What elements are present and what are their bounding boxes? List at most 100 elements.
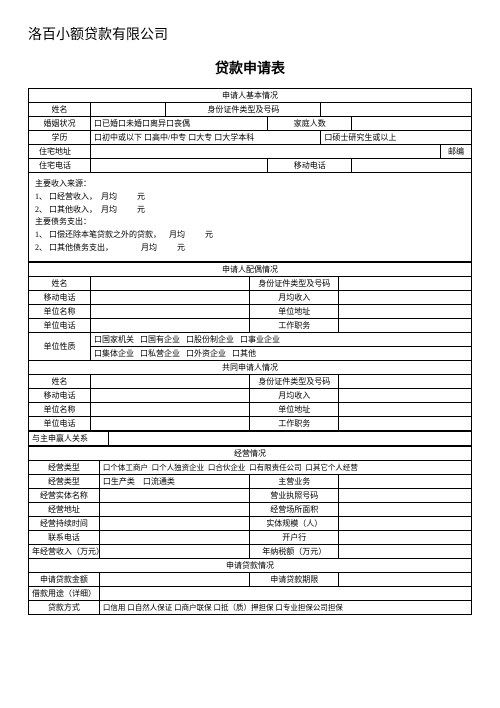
loan-val-purpose[interactable] — [99, 586, 471, 600]
income-l2: 1、 口经营收入， 月均 元 — [35, 191, 465, 204]
co-lbl-coname: 单位名称 — [29, 402, 91, 416]
sp-lbl-coaddr: 单位地址 — [250, 304, 339, 318]
lbl-mobile: 移动电话 — [268, 159, 352, 173]
val-edu1[interactable]: 口初中或以下 口高中/中专 口大专 口大学本科 — [91, 131, 321, 145]
lbl-family: 家庭人数 — [268, 117, 352, 131]
co-val-cophone[interactable] — [91, 416, 250, 430]
biz-val-type2[interactable]: 口生产类 口流通类 — [99, 474, 250, 488]
co-lbl-income: 月均收入 — [250, 388, 339, 402]
biz-val-phone[interactable] — [99, 530, 250, 544]
sp-val-job[interactable] — [339, 318, 472, 332]
section-coapplicant: 共同申请人情况 — [29, 360, 472, 374]
biz-lbl-license: 营业执照号码 — [250, 488, 339, 502]
loan-lbl-amount: 申请贷款金额 — [29, 572, 100, 586]
co-val-income[interactable] — [339, 388, 472, 402]
biz-lbl-type2: 经营类型 — [29, 474, 100, 488]
sp-val-name[interactable] — [91, 276, 250, 290]
biz-val-annualinc[interactable] — [99, 544, 250, 558]
sp-val-coname[interactable] — [91, 304, 250, 318]
biz-lbl-entity: 经营实体名称 — [29, 488, 100, 502]
biz-val-main[interactable] — [339, 474, 472, 488]
form-title: 贷款申请表 — [28, 58, 472, 78]
business-table: 经营情况 经营类型 口个体工商户 口个人独资企业 口合伙企业 口有限责任公司 口… — [28, 446, 472, 615]
applicant-basic-table: 申请人基本情况 姓名 身份证件类型及号码 婚姻状况 口已婚口未婚口离异口丧偶 家… — [28, 88, 472, 173]
sp-lbl-coname: 单位名称 — [29, 304, 91, 318]
income-l4: 主要债务支出： — [35, 216, 465, 229]
income-l6: 2、 口其他债务支出， 月均 元 — [35, 242, 465, 255]
lbl-home-addr: 住宅地址 — [29, 145, 91, 159]
biz-lbl-main: 主营业务 — [250, 474, 339, 488]
income-debt-block[interactable]: 主要收入来源： 1、 口经营收入， 月均 元 2、 口其他收入， 月均 元 主要… — [28, 173, 472, 262]
biz-val-scale[interactable] — [339, 516, 472, 530]
biz-val-type[interactable]: 口个体工商户 口个人独资企业 口合伙企业 口有限责任公司 口其它个人经营 — [99, 460, 471, 474]
sp-lbl-mobile: 移动电话 — [29, 290, 91, 304]
co-lbl-job: 工作职务 — [250, 416, 339, 430]
sp-val-coaddr[interactable] — [339, 304, 472, 318]
biz-lbl-addr: 经营地址 — [29, 502, 100, 516]
income-l5: 1、 口偿还除本笔贷款之外的贷款， 月均 元 — [35, 229, 465, 242]
sp-val-id[interactable] — [339, 276, 472, 290]
company-name: 洛百小额贷款有限公司 — [28, 24, 472, 44]
biz-lbl-bank: 开户行 — [250, 530, 339, 544]
co-val-job[interactable] — [339, 416, 472, 430]
co-val-name[interactable] — [91, 374, 250, 388]
biz-val-area[interactable] — [339, 502, 472, 516]
biz-val-bank[interactable] — [339, 530, 472, 544]
sp-val-cotype2[interactable]: 口集体企业 口私营企业 口外资企业 口其他 — [91, 346, 472, 360]
co-lbl-name: 姓名 — [29, 374, 91, 388]
biz-lbl-annualtax: 年纳税额（万元） — [250, 544, 339, 558]
co-lbl-coaddr: 单位地址 — [250, 402, 339, 416]
val-edu2[interactable]: 口硕士研究生或以上 — [321, 131, 472, 145]
biz-lbl-annualinc: 年经营收入（万元） — [29, 544, 100, 558]
biz-lbl-scale: 实体规模（人） — [250, 516, 339, 530]
section-spouse: 申请人配偶情况 — [29, 262, 472, 276]
sp-lbl-job: 工作职务 — [250, 318, 339, 332]
val-name[interactable] — [91, 103, 166, 117]
biz-val-license[interactable] — [339, 488, 472, 502]
co-lbl-mobile: 移动电话 — [29, 388, 91, 402]
val-home-addr[interactable] — [91, 145, 441, 159]
biz-val-annualtax[interactable] — [339, 544, 472, 558]
sp-lbl-id: 身份证件类型及号码 — [250, 276, 339, 290]
sp-lbl-cotype: 单位性质 — [29, 332, 91, 360]
biz-val-addr[interactable] — [99, 502, 250, 516]
sp-lbl-name: 姓名 — [29, 276, 91, 290]
co-val-coaddr[interactable] — [339, 402, 472, 416]
income-l1: 主要收入来源： — [35, 178, 465, 191]
loan-lbl-method: 贷款方式 — [29, 600, 100, 614]
val-family[interactable] — [352, 117, 472, 131]
lbl-id: 身份证件类型及号码 — [166, 103, 321, 117]
sp-val-mobile[interactable] — [91, 290, 250, 304]
biz-lbl-area: 经营场所面积 — [250, 502, 339, 516]
lbl-home-phone: 住宅电话 — [29, 159, 91, 173]
loan-val-method[interactable]: 口信用 口自然人保证 口商户联保 口抵（质）押担保 口专业担保公司担保 — [99, 600, 471, 614]
co-lbl-id: 身份证件类型及号码 — [250, 374, 339, 388]
val-mobile[interactable] — [352, 159, 472, 173]
biz-val-entity[interactable] — [99, 488, 250, 502]
loan-val-amount[interactable] — [99, 572, 250, 586]
loan-lbl-term: 申请贷款期限 — [250, 572, 339, 586]
sp-val-income[interactable] — [339, 290, 472, 304]
co-val-id[interactable] — [339, 374, 472, 388]
co-val-mobile[interactable] — [91, 388, 250, 402]
biz-lbl-duration: 经营持续时间 — [29, 516, 100, 530]
biz-val-duration[interactable] — [99, 516, 250, 530]
spouse-table: 申请人配偶情况 姓名 身份证件类型及号码 移动电话 月均收入 单位名称 单位地址… — [28, 262, 472, 431]
lbl-name: 姓名 — [29, 103, 91, 117]
sp-lbl-cophone: 单位电话 — [29, 318, 91, 332]
biz-lbl-type: 经营类型 — [29, 460, 100, 474]
section-applicant-basic: 申请人基本情况 — [29, 89, 472, 103]
val-home-phone[interactable] — [91, 159, 268, 173]
loan-val-term[interactable] — [339, 572, 472, 586]
sp-val-cotype1[interactable]: 口国家机关 口国有企业 口股份制企业 口事业企业 — [91, 332, 472, 346]
val-id[interactable] — [321, 103, 472, 117]
sp-val-cophone[interactable] — [91, 318, 250, 332]
lbl-marital: 婚姻状况 — [29, 117, 91, 131]
val-relation[interactable] — [108, 431, 471, 445]
loan-lbl-purpose: 借款用途（详细） — [29, 586, 100, 600]
lbl-relation: 与主申赢人关系 — [29, 431, 109, 445]
co-val-coname[interactable] — [91, 402, 250, 416]
val-marital[interactable]: 口已婚口未婚口离异口丧偶 — [91, 117, 268, 131]
section-business: 经营情况 — [29, 446, 472, 460]
lbl-postcode: 邮编 — [440, 145, 471, 159]
